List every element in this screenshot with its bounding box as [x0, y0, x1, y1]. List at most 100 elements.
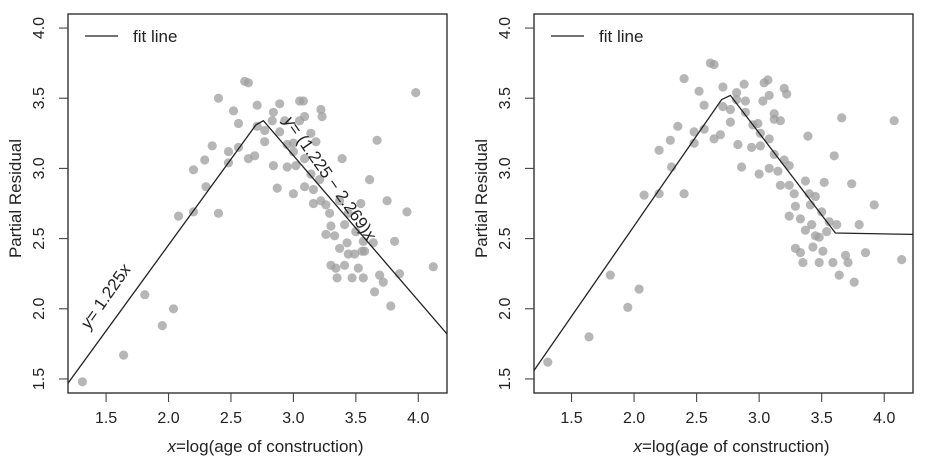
data-point	[275, 127, 285, 137]
data-point	[810, 191, 821, 202]
data-point	[832, 220, 842, 230]
data-point	[709, 59, 719, 70]
x-axis-label-var: x	[166, 437, 176, 456]
data-point	[201, 182, 211, 192]
data-point	[829, 151, 839, 161]
legend-label: fit line	[599, 27, 643, 46]
y-tick-label: 4.0	[497, 17, 514, 39]
data-point	[358, 273, 368, 283]
data-point	[288, 147, 298, 157]
data-point	[157, 321, 167, 331]
data-point	[332, 273, 342, 283]
data-point	[754, 169, 764, 179]
data-point	[233, 118, 244, 129]
data-point	[343, 208, 353, 218]
data-point	[840, 250, 851, 260]
data-point	[784, 180, 794, 190]
data-point	[353, 263, 363, 273]
data-point	[311, 137, 321, 147]
data-point	[732, 95, 742, 105]
data-point	[308, 198, 318, 209]
data-point	[340, 220, 350, 230]
data-point	[639, 190, 649, 200]
data-point	[784, 211, 794, 221]
data-point	[814, 257, 824, 268]
data-point	[428, 262, 438, 272]
data-point	[411, 88, 421, 98]
data-point	[243, 78, 253, 88]
data-point	[740, 107, 751, 117]
data-point	[795, 214, 806, 224]
x-axis-label-text: =log(age of construction)	[642, 437, 830, 456]
data-point	[828, 257, 838, 268]
data-point	[280, 116, 290, 126]
data-point	[386, 301, 396, 311]
data-point	[800, 225, 811, 235]
data-point	[763, 75, 773, 85]
legend-label: fit line	[133, 27, 177, 46]
data-point	[715, 130, 726, 140]
x-tick-label: 2.0	[623, 410, 645, 427]
data-point	[679, 74, 689, 84]
data-points	[77, 76, 438, 387]
data-point	[267, 116, 277, 126]
data-point	[808, 242, 818, 252]
x-tick-label: 4.0	[407, 410, 429, 427]
x-axis-label: x=log(age of construction)	[632, 437, 829, 456]
data-point	[694, 86, 704, 96]
data-point	[394, 269, 405, 279]
x-axis-label-var: x	[632, 437, 642, 456]
data-point	[689, 138, 699, 148]
data-point	[340, 260, 350, 270]
data-point	[623, 302, 633, 312]
data-point	[854, 220, 864, 230]
data-point	[223, 147, 234, 157]
data-point	[800, 176, 811, 186]
y-tick-label: 2.5	[31, 227, 48, 249]
data-point	[168, 304, 179, 314]
x-axis-label: x=log(age of construction)	[166, 437, 363, 456]
data-point	[228, 106, 239, 116]
data-point	[849, 277, 859, 287]
data-point	[351, 227, 361, 237]
data-point	[288, 189, 298, 199]
data-point	[378, 277, 388, 287]
y-tick-label: 1.5	[31, 368, 48, 390]
data-point	[325, 208, 335, 218]
legend: fit line	[85, 27, 177, 46]
data-point	[77, 377, 87, 387]
data-point	[764, 134, 774, 144]
data-point	[275, 99, 285, 109]
plot-frame	[533, 13, 914, 394]
data-point	[784, 161, 794, 171]
data-point	[605, 270, 615, 280]
x-axis-label-text: =log(age of construction)	[176, 437, 364, 456]
data-point	[755, 141, 766, 151]
data-point	[350, 249, 360, 259]
data-point	[372, 135, 382, 145]
data-point	[321, 229, 331, 239]
data-point	[173, 211, 184, 221]
data-point	[268, 161, 278, 171]
data-point	[282, 162, 292, 172]
right-panel: 1.5 2.0 2.5 3.0 3.5 4.0 1.5 2.0 2.5 3.0 3.5 4.0 x=lo…	[472, 13, 914, 456]
data-point	[718, 82, 728, 92]
data-point	[758, 96, 768, 106]
data-point	[814, 232, 824, 242]
y-tick-label: 3.5	[31, 87, 48, 109]
data-point	[326, 221, 336, 231]
data-point	[331, 263, 341, 273]
data-point	[213, 208, 224, 218]
legend: fit line	[551, 27, 643, 46]
y-tick-label: 1.5	[497, 368, 514, 390]
data-point	[188, 165, 199, 175]
data-point	[654, 189, 664, 199]
data-point	[360, 246, 370, 256]
data-point	[288, 138, 298, 148]
data-point	[737, 162, 747, 172]
data-point	[725, 104, 736, 115]
data-point	[402, 207, 412, 217]
data-point	[673, 121, 683, 131]
data-point	[317, 111, 327, 122]
